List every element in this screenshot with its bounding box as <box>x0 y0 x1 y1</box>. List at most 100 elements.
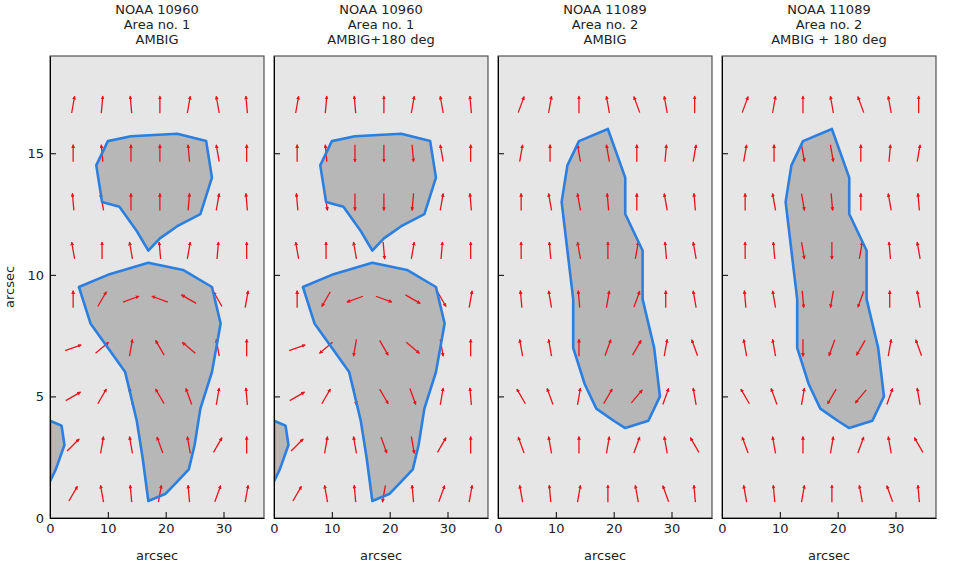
x-tick: 30 <box>664 512 681 536</box>
field-vector <box>518 97 524 113</box>
field-vector <box>246 242 247 259</box>
x-tick-label: 20 <box>158 521 175 536</box>
field-vector <box>518 437 524 453</box>
field-vector <box>860 145 861 162</box>
field-vector <box>577 194 580 211</box>
panel-title: Area no. 2 <box>796 17 863 32</box>
field-vector <box>520 339 523 356</box>
field-vector <box>441 242 442 259</box>
field-vector <box>829 340 835 356</box>
field-vector <box>859 485 862 502</box>
field-vector <box>577 145 580 162</box>
y-tick-mark <box>50 275 56 276</box>
field-vector <box>693 291 696 308</box>
y-tick-label: 5 <box>36 389 44 404</box>
field-vector <box>918 193 919 210</box>
x-tick: 10 <box>100 512 117 536</box>
spot-fill <box>274 421 288 482</box>
field-vector <box>744 485 747 502</box>
field-vector <box>634 437 640 453</box>
field-vector <box>406 342 419 353</box>
field-vector <box>354 96 355 113</box>
field-vector <box>187 242 190 259</box>
panel: 0102030 <box>718 56 936 536</box>
field-vector <box>694 193 695 210</box>
field-vector <box>801 145 804 162</box>
field-vector <box>664 194 667 211</box>
y-tick <box>722 518 728 519</box>
field-vector <box>801 485 804 502</box>
spot-fill <box>786 129 884 428</box>
field-vector <box>636 193 637 210</box>
plot-area <box>517 96 699 502</box>
panel: 0102030051015 <box>27 56 264 536</box>
field-vector <box>296 242 299 259</box>
x-axis-line <box>723 518 937 519</box>
y-tick-mark <box>722 518 728 519</box>
field-vector <box>245 485 248 502</box>
field-vector <box>520 193 521 210</box>
field-vector <box>296 193 297 210</box>
field-vector <box>130 485 131 502</box>
contour <box>562 129 660 428</box>
field-vector <box>692 340 698 356</box>
spot-fill <box>50 421 64 482</box>
field-vector <box>383 193 384 210</box>
y-tick <box>722 396 728 397</box>
field-vector <box>577 388 580 405</box>
field-vector <box>437 438 446 453</box>
field-vector <box>186 388 192 404</box>
panel-title: Area no. 1 <box>124 17 191 32</box>
contour <box>320 134 436 251</box>
x-tick: 10 <box>772 512 789 536</box>
x-axis-title: arcsec <box>360 548 402 563</box>
x-tick-mark <box>166 512 167 518</box>
plot-frame <box>498 56 712 518</box>
field-vector <box>412 145 413 162</box>
field-vector <box>773 485 774 502</box>
field-vector <box>322 292 331 307</box>
field-vector <box>101 485 104 502</box>
image-background <box>498 56 712 518</box>
y-tick-mark <box>274 275 280 276</box>
x-tick-label: 10 <box>548 521 565 536</box>
field-vector <box>245 291 248 308</box>
x-tick-mark <box>672 512 673 518</box>
field-vector <box>634 291 640 307</box>
field-vector <box>549 145 550 162</box>
field-vector <box>412 485 413 502</box>
y-axis-line <box>498 57 499 519</box>
x-tick-mark <box>896 512 897 518</box>
field-vector <box>578 339 579 356</box>
field-vector <box>129 437 132 454</box>
y-tick <box>498 275 504 276</box>
field-vector <box>129 339 132 356</box>
field-vector <box>159 193 160 210</box>
plot-area <box>274 96 472 502</box>
field-vector <box>520 145 523 162</box>
field-vector <box>72 193 73 210</box>
x-tick-mark <box>780 512 781 518</box>
field-vector <box>383 96 384 113</box>
y-axis <box>498 57 504 519</box>
field-vector <box>216 145 219 162</box>
field-vector <box>664 437 667 454</box>
x-tick-mark <box>390 512 391 518</box>
field-vector <box>690 438 699 453</box>
field-vector <box>830 145 833 162</box>
field-vector <box>296 96 299 113</box>
field-vector <box>801 242 804 259</box>
field-vector <box>693 242 696 259</box>
field-vector <box>188 193 189 210</box>
field-vector <box>158 485 161 502</box>
field-vector <box>665 242 666 259</box>
field-vector <box>606 145 609 162</box>
field-vector <box>325 485 328 502</box>
field-vector <box>354 193 355 210</box>
field-vector <box>830 291 833 308</box>
field-vector <box>857 340 866 355</box>
y-tick-label: 10 <box>27 268 44 283</box>
field-vector <box>470 437 471 454</box>
field-vector <box>383 242 384 259</box>
field-vector <box>187 96 190 113</box>
